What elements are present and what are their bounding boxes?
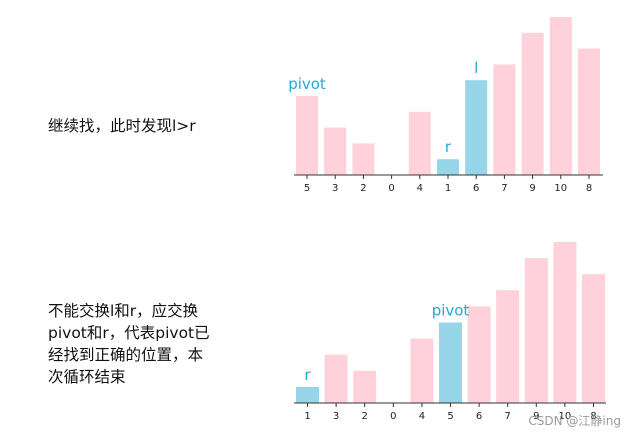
tick-label: 1 [304,411,310,422]
tick-label: 4 [417,183,423,194]
bar-2 [352,143,375,175]
bar-5 [439,322,462,403]
caption-top: 继续找，此时发现l>r [48,115,196,137]
caption-top-line: 继续找，此时发现l>r [48,117,196,135]
bar-7 [496,290,520,403]
tick-label: 3 [333,411,339,422]
bar-1 [296,386,319,403]
marker-l: l [474,59,478,77]
bar-2 [353,370,377,403]
bar-8 [582,274,605,403]
marker-r: r [304,366,311,384]
bar-5 [296,96,318,175]
watermark: CSDN @江静ing [528,414,621,428]
caption-bottom: 不能交换l和r，应交换 pivot和r，代表pivot已 经找到正确的位置，本 … [48,300,210,388]
bar-10 [553,242,577,403]
tick-label: 6 [476,411,482,422]
tick-label: 0 [390,411,396,422]
marker-pivot: pivot [288,75,326,93]
tick-label: 8 [590,411,596,422]
bar-10 [549,17,572,175]
tick-label: 3 [332,183,338,194]
tick-label: 9 [529,183,535,194]
tick-label: 7 [505,411,511,422]
tick-label: 2 [360,183,366,194]
tick-label: 0 [388,183,394,194]
caption-bottom-line-2: pivot和r，代表pivot已 [48,324,210,342]
tick-label: 4 [419,411,425,422]
tick-label: 5 [447,411,453,422]
chart-2: 1 3 2 0 4 5 6 7 9 10 8 r pivot [294,242,606,422]
tick-label: 6 [473,183,479,194]
tick-label: 8 [586,183,592,194]
tick-label: 5 [304,183,310,194]
bar-4 [410,338,434,403]
bar-9 [524,258,548,403]
tick-label: 7 [501,183,507,194]
bar-7 [493,64,516,175]
caption-bottom-line-3: 经找到正确的位置，本 [48,346,204,364]
caption-bottom-line-4: 次循环结束 [48,368,126,386]
bar-3 [324,354,348,403]
bar-9 [521,32,544,175]
bar-4 [408,111,431,175]
bar-1 [437,159,459,175]
tick-label: 1 [445,183,451,194]
tick-label: 2 [362,411,368,422]
chart-1: 5 3 2 0 4 1 6 7 9 10 8 pivot r l [288,17,603,194]
bar-6 [465,80,488,175]
bar-8 [578,48,600,175]
caption-bottom-line-1: 不能交换l和r，应交换 [48,302,199,320]
tick-label: 10 [554,183,567,194]
bar-3 [324,127,347,175]
bar-6 [467,306,491,403]
marker-pivot: pivot [432,302,470,320]
tick-label: 10 [559,411,572,422]
marker-r: r [445,138,452,156]
tick-label: 9 [533,411,539,422]
